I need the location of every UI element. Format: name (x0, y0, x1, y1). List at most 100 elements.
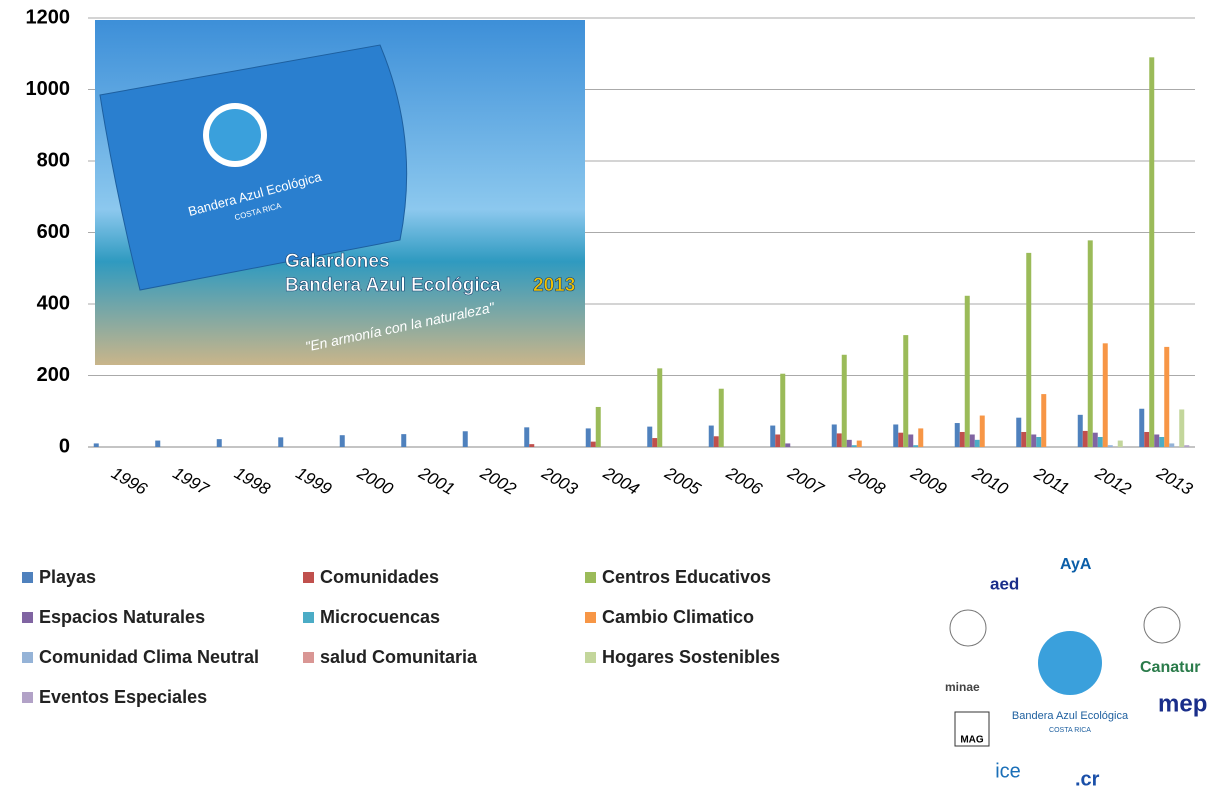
legend-swatch (22, 572, 33, 583)
bar (903, 335, 909, 447)
bar (1092, 432, 1098, 447)
flag-logo-inner (209, 109, 261, 161)
x-tick-label: 2003 (538, 463, 582, 499)
banner-year: 2013 (533, 275, 575, 296)
legend-swatch (303, 612, 314, 623)
legend-label: Playas (39, 567, 96, 587)
bar (652, 438, 658, 447)
x-tick-label: 2001 (415, 463, 458, 499)
bar (913, 445, 919, 447)
logo-ring (949, 609, 987, 647)
logo-box (954, 711, 990, 747)
bar (657, 368, 663, 447)
bar (708, 425, 714, 447)
bar (959, 431, 965, 447)
logo-ring (1143, 606, 1181, 644)
y-tick-label: 400 (37, 292, 70, 314)
x-tick-label: 1996 (108, 463, 151, 499)
bar (851, 445, 857, 447)
legend-label: Comunidades (320, 567, 439, 587)
bar (1154, 434, 1160, 447)
bar (979, 415, 985, 447)
bar (155, 440, 161, 447)
logo: COSTA RICA (1049, 727, 1091, 734)
bar (1102, 343, 1108, 447)
legend-swatch (585, 612, 596, 623)
bar (1179, 409, 1185, 447)
logo: ice (995, 760, 1021, 782)
legend-swatch (22, 692, 33, 703)
banner-image: Bandera Azul Ecológica COSTA RICA Galard… (95, 20, 585, 365)
bar (595, 406, 601, 447)
bar (846, 439, 852, 447)
x-tick-label: 2002 (476, 463, 520, 499)
sponsor-logos: aed AyA Canatur minae Bandera Azul Ecoló… (945, 556, 1207, 790)
x-tick-label: 2011 (1030, 463, 1072, 498)
bar (770, 425, 776, 447)
bar (1016, 417, 1022, 447)
bar (1026, 252, 1032, 447)
bar (713, 436, 719, 447)
legend-label: Centros Educativos (602, 567, 771, 587)
bar (590, 441, 596, 447)
legend-swatch (303, 652, 314, 663)
legend-swatch (22, 652, 33, 663)
y-tick-label: 800 (37, 149, 70, 171)
y-tick-label: 1200 (26, 6, 71, 28)
bar (1139, 408, 1145, 447)
bar (780, 373, 786, 447)
x-tick-label: 1997 (170, 463, 213, 499)
legend-label: Comunidad Clima Neutral (39, 647, 259, 667)
x-tick-label: 2008 (845, 463, 889, 499)
bar (462, 431, 468, 447)
bar (1107, 445, 1113, 447)
x-tick-label: 2012 (1091, 463, 1135, 499)
legend-label: Microcuencas (320, 607, 440, 627)
x-tick-label: 2007 (784, 463, 828, 499)
bar (1159, 436, 1165, 447)
logo: Canatur (1140, 659, 1200, 676)
bar (893, 424, 899, 447)
legend-swatch (585, 572, 596, 583)
bar (1041, 394, 1047, 447)
bar (775, 434, 781, 447)
legend-label: Espacios Naturales (39, 607, 205, 627)
bar (898, 432, 904, 447)
bar (339, 435, 345, 447)
legend-label: Cambio Climatico (602, 607, 754, 627)
logo: .cr (1075, 768, 1100, 790)
legend-label: Eventos Especiales (39, 687, 207, 707)
banner-line1: Galardones (285, 251, 390, 272)
bar (1149, 57, 1155, 447)
bar (1082, 430, 1088, 447)
bar (1164, 346, 1170, 447)
y-tick-label: 200 (37, 364, 70, 386)
legend: Playas Comunidades Centros Educativos Espac… (22, 567, 780, 707)
bar (647, 426, 653, 447)
logo: mep (1158, 690, 1207, 717)
bar (585, 428, 591, 447)
bar (1184, 445, 1190, 447)
bar (841, 354, 847, 447)
bar (836, 433, 842, 447)
bar (1117, 440, 1123, 447)
bar (1031, 434, 1037, 447)
bar (1077, 414, 1083, 447)
bar (1169, 443, 1175, 447)
bar (93, 443, 99, 447)
bar (524, 427, 530, 447)
bar (216, 439, 222, 447)
legend-swatch (303, 572, 314, 583)
logo: aed (990, 574, 1019, 593)
x-tick-label: 2009 (907, 463, 951, 499)
bar (856, 440, 862, 447)
bar (529, 444, 535, 447)
bar (969, 434, 975, 447)
legend-label: Hogares Sostenibles (602, 647, 780, 667)
logo: AyA (1060, 556, 1092, 573)
x-tick-label: 2013 (1153, 463, 1197, 499)
y-tick-label: 1000 (26, 78, 71, 100)
bar (964, 295, 970, 447)
bar (718, 388, 724, 447)
